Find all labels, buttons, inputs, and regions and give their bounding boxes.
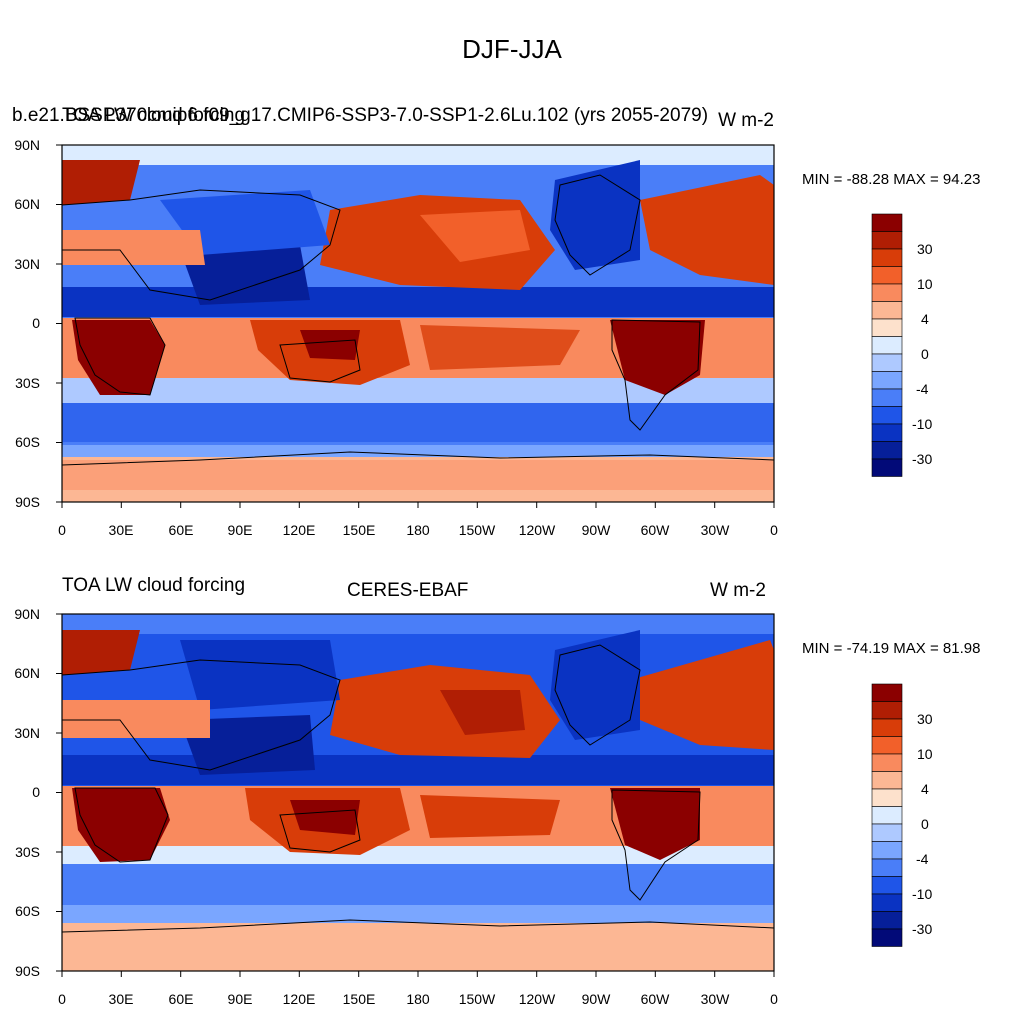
panel1-colorbar-label: -4 bbox=[916, 381, 929, 397]
panel1-variable-title: TOA LW cloud forcing bbox=[62, 105, 246, 126]
panel2-colorbar-label: 4 bbox=[921, 781, 929, 797]
panel1-lat-label: 0 bbox=[32, 315, 40, 331]
panel2-lon-label: 180 bbox=[406, 991, 430, 1007]
panel1-lat-label: 90S bbox=[15, 494, 40, 510]
colorbar-swatch bbox=[871, 301, 903, 320]
panel1-colorbar-label: 4 bbox=[921, 311, 929, 327]
panel2-lon-label: 90E bbox=[227, 991, 253, 1007]
panel2-lat-label: 60N bbox=[14, 665, 40, 681]
panel2-lon-label: 150E bbox=[342, 991, 376, 1007]
figure-title: DJF-JJA bbox=[462, 34, 562, 64]
panel1-colorbar-label: 10 bbox=[917, 276, 933, 292]
panel2-lon-label: 60W bbox=[640, 991, 670, 1007]
panel1-minmax: MIN = -88.28 MAX = 94.23 bbox=[802, 171, 981, 188]
panel1-lon-label: 60W bbox=[640, 522, 670, 538]
colorbar-swatch bbox=[871, 928, 903, 947]
panel2-colorbar-label: -10 bbox=[912, 886, 933, 902]
panel2-lon-label: 120W bbox=[518, 991, 556, 1007]
colorbar-swatch bbox=[871, 406, 903, 425]
panel1-lat-label: 60S bbox=[15, 434, 40, 450]
panel1-case-title: b.e21.BSSP370cmip6.f09_g17.CMIP6-SSP3-7.… bbox=[12, 105, 709, 126]
panel2-variable-title: TOA LW cloud forcing bbox=[62, 575, 246, 596]
colorbar-swatch bbox=[871, 753, 903, 772]
panel2-lon-label: 60E bbox=[168, 991, 194, 1007]
panel2-lon-label: 30E bbox=[108, 991, 134, 1007]
panel1-map bbox=[62, 145, 774, 502]
panel2-lat-label: 0 bbox=[32, 784, 40, 800]
panel1-units: W m-2 bbox=[718, 110, 774, 131]
panel2-lat-label: 30N bbox=[14, 725, 40, 741]
panel1-lon-label: 30E bbox=[108, 522, 134, 538]
colorbar-swatch bbox=[871, 718, 903, 737]
panel2-lat-label: 30S bbox=[15, 844, 40, 860]
tick-marks bbox=[56, 144, 775, 977]
colorbar-swatch bbox=[871, 353, 903, 372]
panel1-colorbar-label: -10 bbox=[912, 416, 933, 432]
panel2-map bbox=[62, 614, 774, 971]
colorbar-swatch bbox=[871, 318, 903, 337]
colorbar-swatch bbox=[871, 736, 903, 755]
panel1-lon-label: 90W bbox=[581, 522, 611, 538]
panel2-units: W m-2 bbox=[710, 580, 766, 601]
panel1-lat-label: 30N bbox=[14, 256, 40, 272]
panel2-colorbar-label: 30 bbox=[917, 711, 933, 727]
panel2-lat-label: 90N bbox=[14, 606, 40, 622]
panel1-lon-label: 120E bbox=[282, 522, 316, 538]
panel1-colorbar-label: 30 bbox=[917, 241, 933, 257]
panel2-colorbar-label: -30 bbox=[912, 921, 933, 937]
panel1-lat-label: 90N bbox=[14, 137, 40, 153]
colorbar-swatch bbox=[871, 893, 903, 912]
panel1-lon-label: 60E bbox=[168, 522, 194, 538]
colorbar-swatch bbox=[871, 841, 903, 860]
colorbar-swatch bbox=[871, 423, 903, 442]
panel1-lat-label: 30S bbox=[15, 375, 40, 391]
colorbar-swatch bbox=[871, 336, 903, 355]
panel1-lon-label: 150E bbox=[342, 522, 376, 538]
panel2-lon-label: 90W bbox=[581, 991, 611, 1007]
panel1-lon-label: 0 bbox=[58, 522, 66, 538]
panel2-colorbar-label: 10 bbox=[917, 746, 933, 762]
colorbar-swatch bbox=[871, 911, 903, 930]
colorbar-swatch bbox=[871, 823, 903, 842]
panel2-colorbar-label: 0 bbox=[921, 816, 929, 832]
colorbar-swatch bbox=[871, 876, 903, 895]
panel1-colorbar-label: 0 bbox=[921, 346, 929, 362]
colorbar-swatch bbox=[871, 388, 903, 407]
colorbar-swatch bbox=[871, 213, 903, 232]
colorbar-swatch bbox=[871, 231, 903, 250]
panel2-dataset-title: CERES-EBAF bbox=[347, 580, 469, 601]
panel2-lon-label: 0 bbox=[58, 991, 66, 1007]
panel1-lon-label: 180 bbox=[406, 522, 430, 538]
panel1-colorbar-label: -30 bbox=[912, 451, 933, 467]
panel1-lon-label: 150W bbox=[458, 522, 496, 538]
panel2-lon-label: 0 bbox=[770, 991, 778, 1007]
colorbar-swatch bbox=[871, 441, 903, 460]
panel2-lon-label: 30W bbox=[700, 991, 730, 1007]
panel2-lon-label: 150W bbox=[458, 991, 496, 1007]
colorbar-swatch bbox=[871, 683, 903, 702]
colorbar-swatch bbox=[871, 788, 903, 807]
panel1-lat-label: 60N bbox=[14, 196, 40, 212]
panel2-minmax: MIN = -74.19 MAX = 81.98 bbox=[802, 640, 981, 657]
colorbar-swatch bbox=[871, 701, 903, 720]
colorbar-swatch bbox=[871, 806, 903, 825]
panel1-colorbar bbox=[871, 213, 903, 477]
colorbar-swatch bbox=[871, 248, 903, 267]
colorbar-swatch bbox=[871, 858, 903, 877]
panel2-lat-label: 90S bbox=[15, 963, 40, 979]
panel1-lon-label: 120W bbox=[518, 522, 556, 538]
panel2-colorbar-label: -4 bbox=[916, 851, 929, 867]
colorbar-swatch bbox=[871, 771, 903, 790]
panel1-lon-label: 0 bbox=[770, 522, 778, 538]
colorbar-swatch bbox=[871, 458, 903, 477]
panel1-lon-label: 90E bbox=[227, 522, 253, 538]
panel1-lon-label: 30W bbox=[700, 522, 730, 538]
colorbar-swatch bbox=[871, 266, 903, 285]
colorbar-swatch bbox=[871, 283, 903, 302]
colorbar-swatch bbox=[871, 371, 903, 390]
panel2-lon-label: 120E bbox=[282, 991, 316, 1007]
panel2-colorbar bbox=[871, 683, 903, 947]
panel2-lat-label: 60S bbox=[15, 903, 40, 919]
